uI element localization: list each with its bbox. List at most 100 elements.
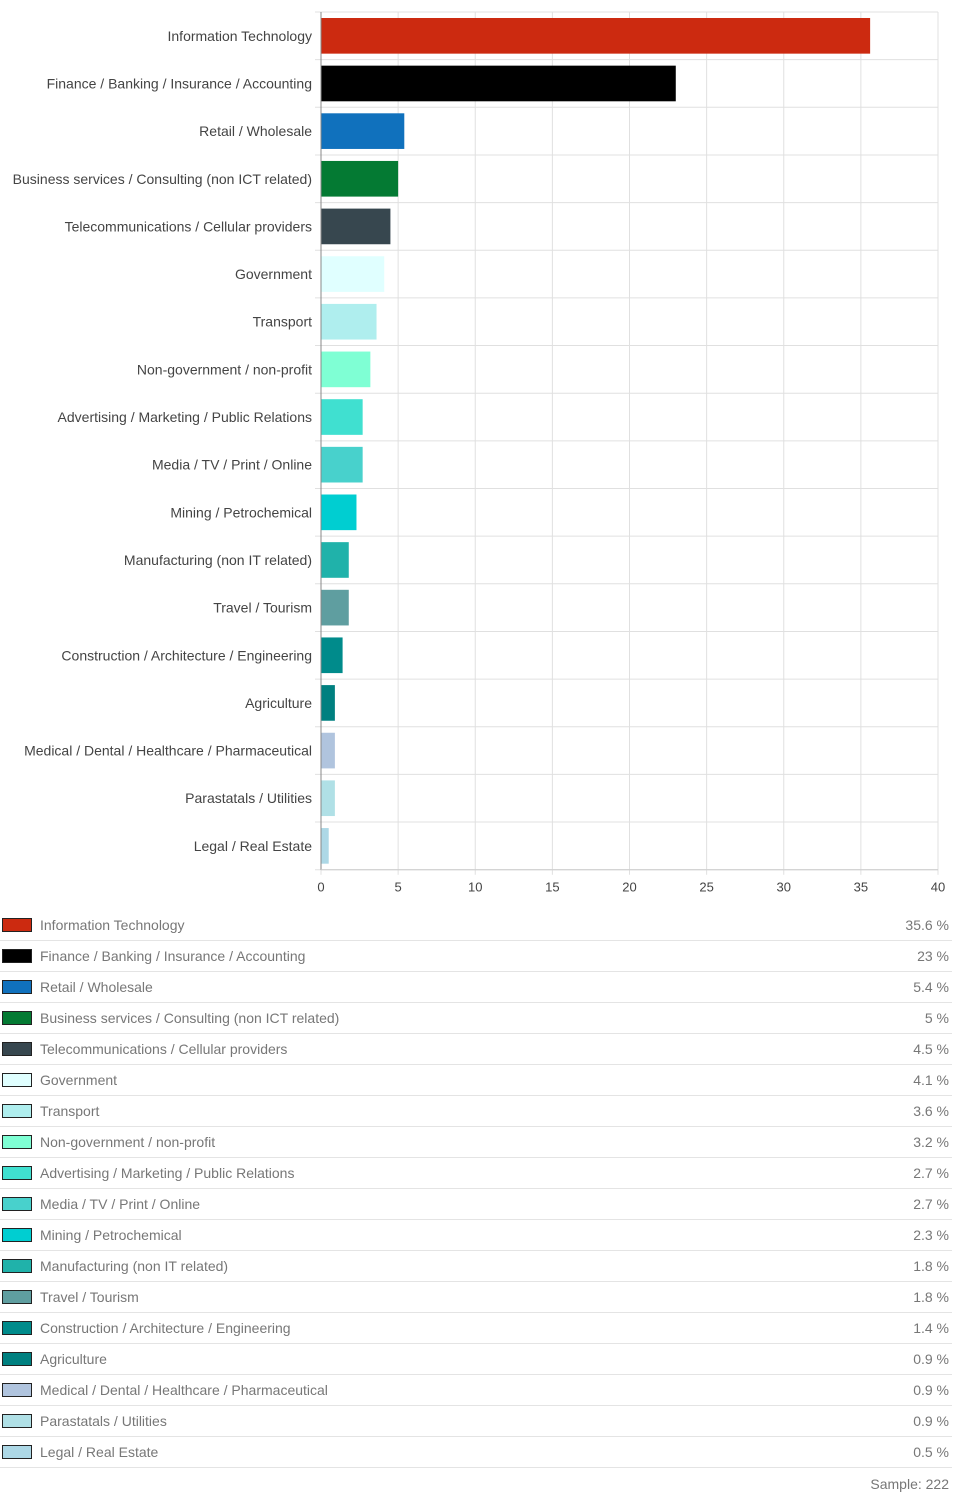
legend-label: Non-government / non-profit <box>40 1134 216 1150</box>
legend-label: Media / TV / Print / Online <box>40 1196 201 1212</box>
bar <box>321 685 335 721</box>
bar <box>321 18 871 54</box>
category-label: Agriculture <box>245 695 312 711</box>
bar <box>321 113 405 149</box>
x-tick-label: 15 <box>545 880 559 895</box>
legend-value: 3.2 % <box>913 1134 949 1150</box>
category-label: Legal / Real Estate <box>194 838 313 854</box>
legend-swatch <box>2 980 32 994</box>
legend-swatch <box>2 1414 32 1428</box>
legend-swatch <box>2 1383 32 1397</box>
legend-swatch <box>2 1135 32 1149</box>
bar <box>321 494 357 531</box>
legend-label: Government <box>40 1072 118 1088</box>
category-label: Media / TV / Print / Online <box>152 457 312 473</box>
legend-swatch <box>2 949 32 963</box>
legend-item: Parastatals / Utilities 0.9 % <box>0 1406 952 1437</box>
legend-item: Construction / Architecture / Engineerin… <box>0 1313 952 1344</box>
legend: Information Technology 35.6 % Finance / Ba… <box>0 910 952 1468</box>
legend-swatch <box>2 1011 32 1025</box>
legend-value: 0.9 % <box>913 1413 949 1429</box>
legend-swatch <box>2 1352 32 1366</box>
legend-swatch <box>2 1445 32 1459</box>
sample-size: Sample: 222 <box>870 1476 949 1492</box>
legend-value: 2.7 % <box>913 1196 949 1212</box>
bar <box>321 303 377 340</box>
category-label: Advertising / Marketing / Public Relatio… <box>58 409 312 425</box>
legend-swatch <box>2 1197 32 1211</box>
legend-value: 3.6 % <box>913 1103 949 1119</box>
legend-value: 23 % <box>917 948 949 964</box>
category-label: Information Technology <box>168 28 313 44</box>
legend-value: 0.9 % <box>913 1351 949 1367</box>
legend-item: Travel / Tourism 1.8 % <box>0 1282 952 1313</box>
x-tick-label: 5 <box>395 880 402 895</box>
bar <box>321 351 371 388</box>
bar <box>321 589 349 626</box>
legend-swatch <box>2 1073 32 1087</box>
legend-label: Business services / Consulting (non ICT … <box>40 1010 340 1026</box>
legend-value: 4.5 % <box>913 1041 949 1057</box>
legend-item: Mining / Petrochemical 2.3 % <box>0 1220 952 1251</box>
legend-value: 0.5 % <box>913 1444 949 1460</box>
x-tick-label: 35 <box>854 880 868 895</box>
bar <box>321 637 343 674</box>
legend-value: 1.8 % <box>913 1258 949 1274</box>
category-label: Finance / Banking / Insurance / Accounti… <box>47 75 312 91</box>
legend-item: Non-government / non-profit 3.2 % <box>0 1127 952 1158</box>
legend-label: Travel / Tourism <box>40 1289 139 1305</box>
legend-item: Finance / Banking / Insurance / Accounti… <box>0 941 952 972</box>
legend-value: 5 % <box>924 1010 949 1026</box>
legend-value: 2.7 % <box>913 1165 949 1181</box>
legend-item: Media / TV / Print / Online 2.7 % <box>0 1189 952 1220</box>
legend-swatch <box>2 1321 32 1335</box>
x-tick-label: 25 <box>699 880 713 895</box>
category-label: Manufacturing (non IT related) <box>124 552 312 568</box>
x-tick-label: 0 <box>317 880 324 895</box>
legend-swatch <box>2 1042 32 1056</box>
legend-value: 1.8 % <box>913 1289 949 1305</box>
category-label: Mining / Petrochemical <box>170 504 312 520</box>
bar <box>321 65 676 102</box>
legend-label: Telecommunications / Cellular providers <box>40 1041 288 1057</box>
category-label: Transport <box>253 314 313 330</box>
category-label: Retail / Wholesale <box>199 123 312 139</box>
legend-item: Medical / Dental / Healthcare / Pharmace… <box>0 1375 952 1406</box>
legend-value: 4.1 % <box>913 1072 949 1088</box>
legend-value: 35.6 % <box>905 917 949 933</box>
bar <box>321 256 385 292</box>
legend-swatch <box>2 918 32 932</box>
legend-label: Mining / Petrochemical <box>40 1227 182 1243</box>
legend-label: Transport <box>40 1103 100 1119</box>
legend-value: 5.4 % <box>913 979 949 995</box>
x-tick-label: 40 <box>931 880 945 895</box>
bar <box>321 780 335 817</box>
legend-label: Retail / Wholesale <box>40 979 153 995</box>
legend-swatch <box>2 1228 32 1242</box>
bar <box>321 208 391 245</box>
legend-label: Manufacturing (non IT related) <box>40 1258 229 1274</box>
bar-chart: 0 5 10 15 20 25 30 35 40 Information Technology Fi… <box>13 11 945 895</box>
legend-label: Parastatals / Utilities <box>40 1413 167 1429</box>
category-label: Construction / Architecture / Engineerin… <box>61 647 312 663</box>
legend-swatch <box>2 1259 32 1273</box>
bar <box>321 828 329 864</box>
x-tick-label: 10 <box>468 880 482 895</box>
legend-item: Transport 3.6 % <box>0 1096 952 1127</box>
legend-swatch <box>2 1290 32 1304</box>
bar <box>321 160 399 197</box>
bar <box>321 446 363 483</box>
category-label: Medical / Dental / Healthcare / Pharmace… <box>24 743 312 759</box>
category-label: Business services / Consulting (non ICT … <box>13 171 312 187</box>
legend-item: Telecommunications / Cellular providers 4… <box>0 1034 952 1065</box>
bar <box>321 732 335 769</box>
legend-label: Information Technology <box>40 917 185 933</box>
category-label: Parastatals / Utilities <box>185 790 312 806</box>
legend-item: Manufacturing (non IT related) 1.8 % <box>0 1251 952 1282</box>
category-label: Non-government / non-profit <box>137 361 312 377</box>
legend-item: Agriculture 0.9 % <box>0 1344 952 1375</box>
legend-value: 2.3 % <box>913 1227 949 1243</box>
legend-label: Advertising / Marketing / Public Relatio… <box>40 1165 295 1181</box>
legend-item: Advertising / Marketing / Public Relatio… <box>0 1158 952 1189</box>
x-tick-label: 20 <box>622 880 636 895</box>
